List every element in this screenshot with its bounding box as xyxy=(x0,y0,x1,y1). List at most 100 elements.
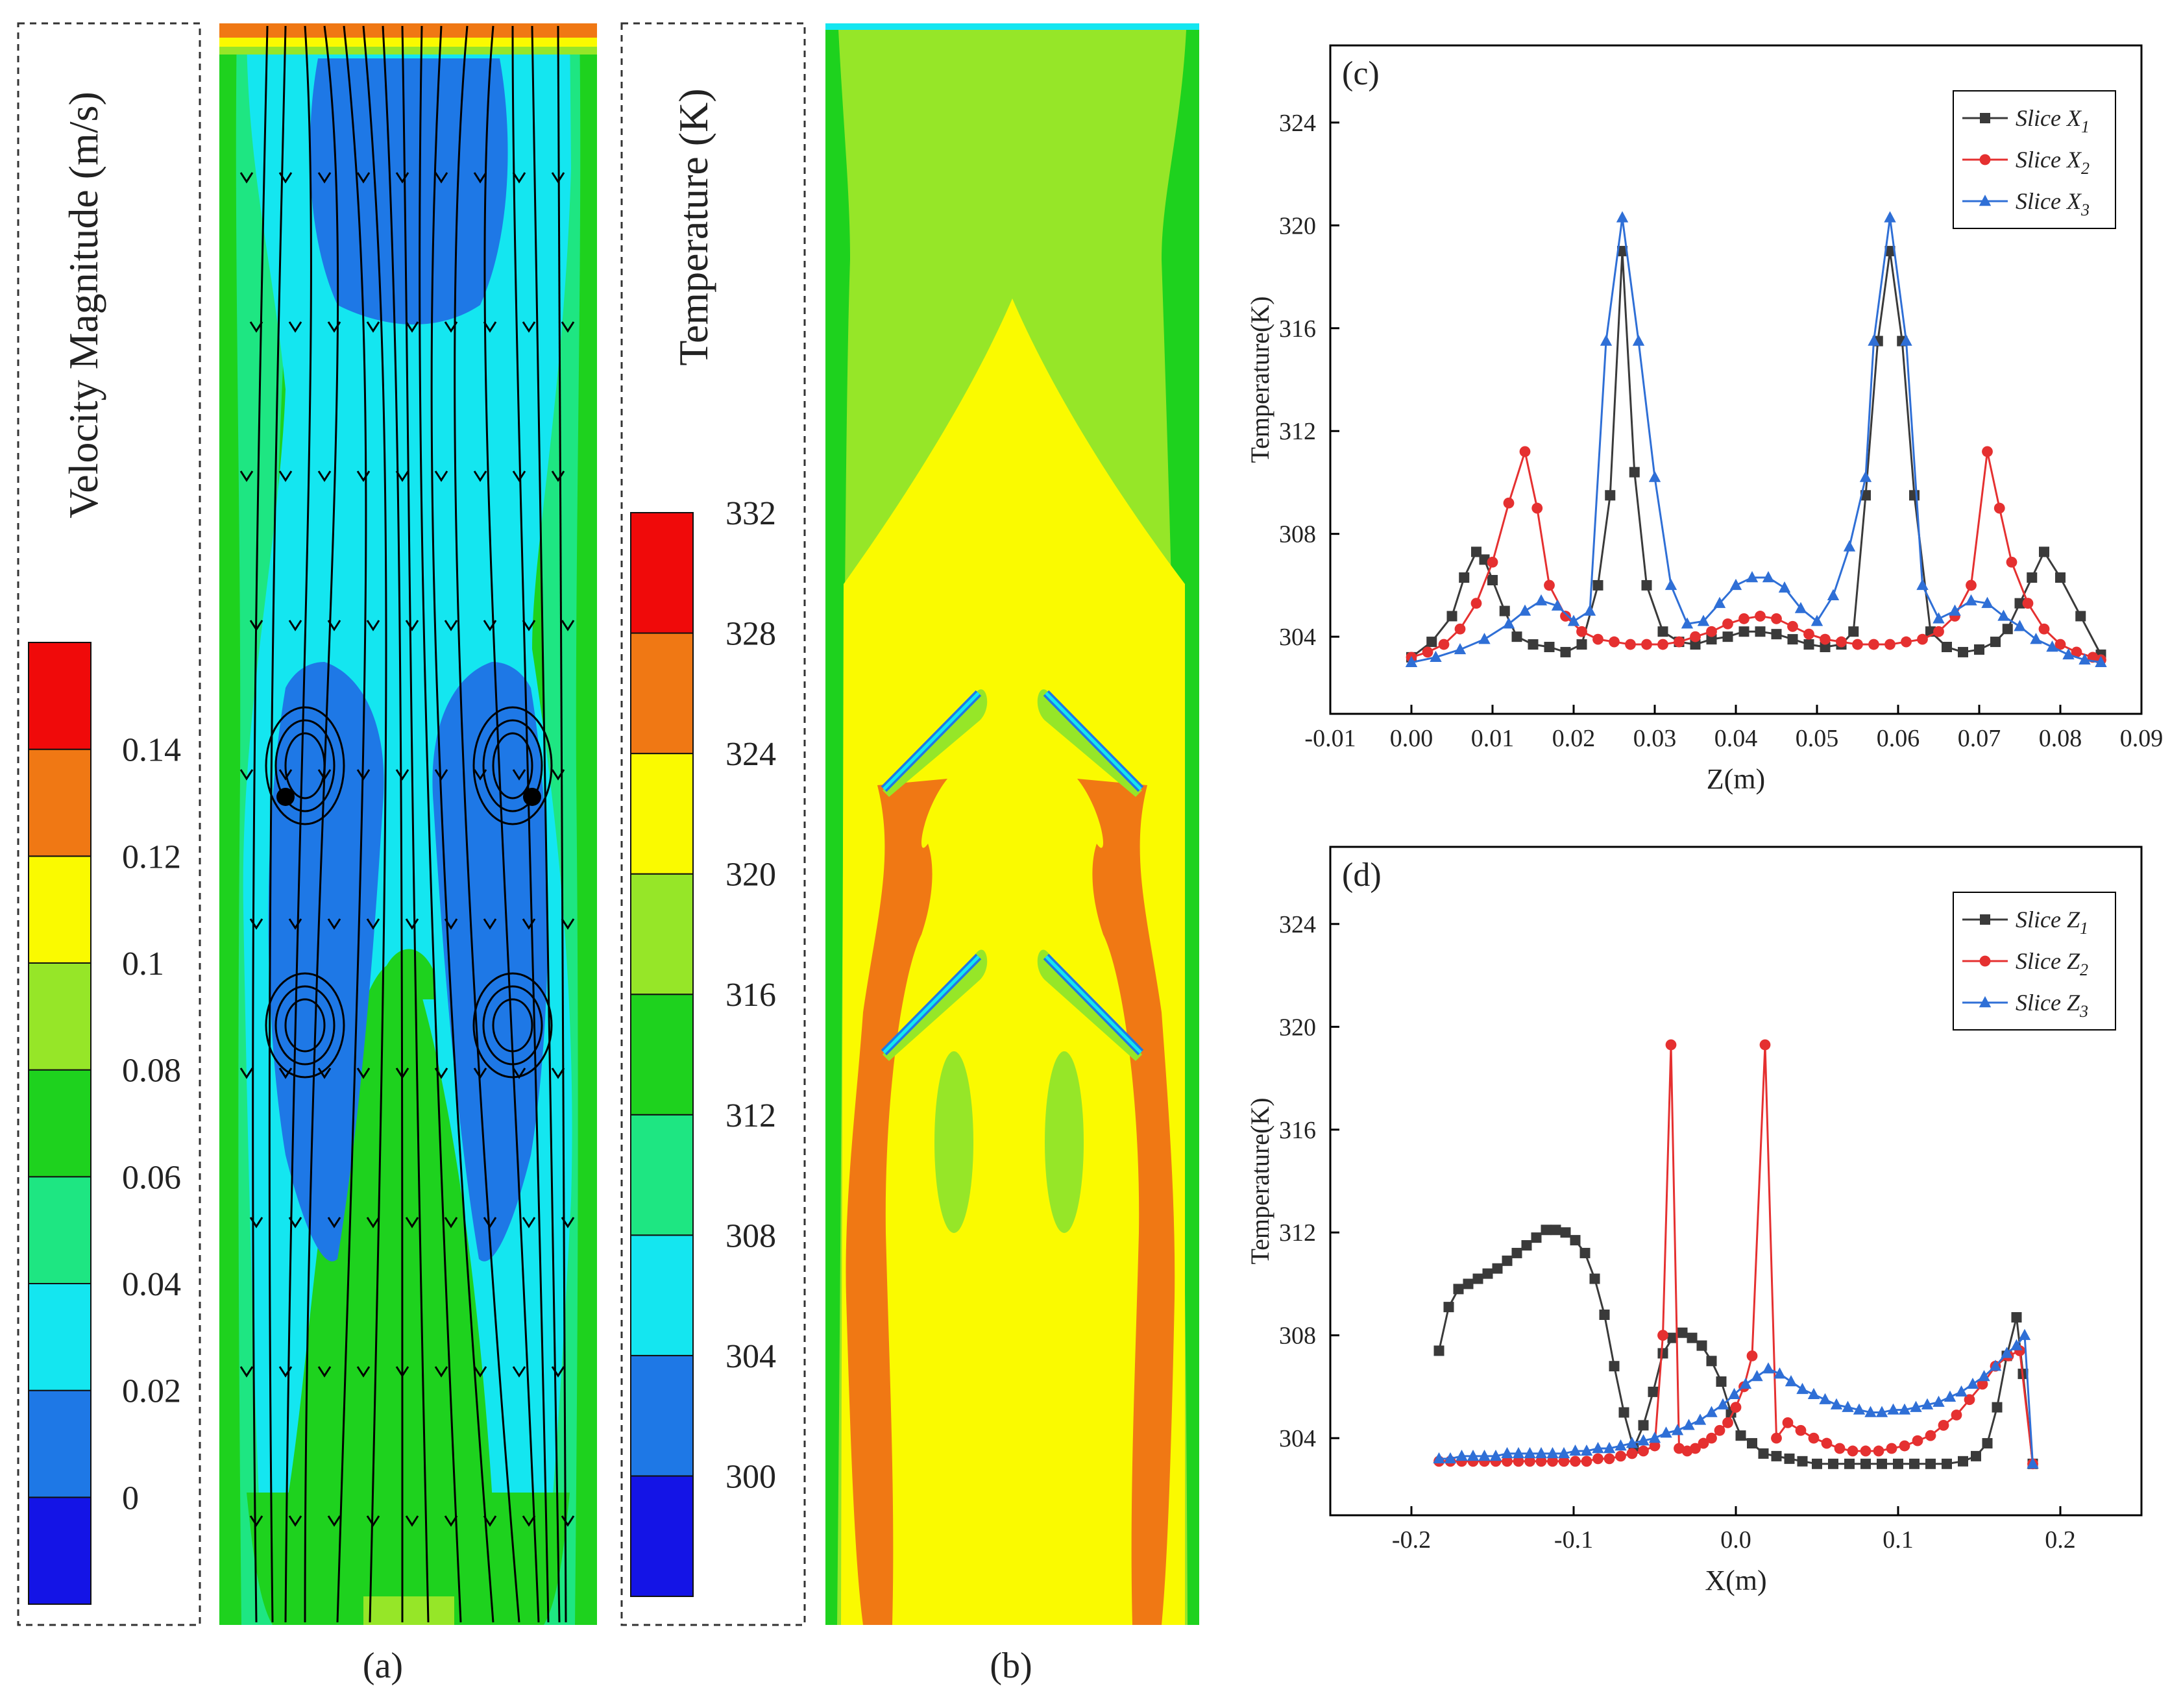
stream-arrow xyxy=(561,620,575,631)
data-point xyxy=(1755,611,1766,622)
data-point xyxy=(1932,1395,1945,1407)
stream-arrow xyxy=(405,1217,419,1228)
stream-arrow xyxy=(356,1068,371,1079)
data-point xyxy=(1898,1403,1911,1415)
colorbar-tick-label: 0.1 xyxy=(122,946,164,982)
colorbar-tick-label: 328 xyxy=(725,616,776,653)
y-tick-label: 316 xyxy=(1279,315,1316,343)
data-point xyxy=(1771,1450,1782,1461)
data-point xyxy=(1971,1450,1981,1461)
data-point xyxy=(2027,1457,2039,1469)
colorbar-swatch xyxy=(630,512,694,634)
data-point xyxy=(1771,613,1782,624)
stream-arrow xyxy=(327,1217,341,1228)
stream-arrow xyxy=(249,620,263,631)
data-point xyxy=(1454,623,1466,635)
vortex-loop xyxy=(274,985,335,1066)
data-point xyxy=(1751,1370,1763,1382)
data-point xyxy=(1921,1398,1934,1409)
data-point xyxy=(1842,1400,1854,1412)
data-point xyxy=(1706,634,1717,645)
data-point xyxy=(1932,612,1945,624)
data-point xyxy=(1697,615,1710,626)
colorbar-tick-label: 332 xyxy=(725,495,776,532)
x-tick-label: 0.2 xyxy=(2045,1526,2076,1554)
y-tick-label: 324 xyxy=(1279,911,1316,938)
data-point xyxy=(1513,1456,1524,1467)
data-point xyxy=(1794,602,1807,613)
data-point xyxy=(1925,1430,1936,1441)
data-point xyxy=(1641,580,1652,591)
data-point xyxy=(1426,637,1437,648)
stream-arrow xyxy=(512,1068,526,1079)
data-point xyxy=(1690,1443,1701,1454)
stream-arrow xyxy=(522,620,536,631)
data-point xyxy=(1873,1445,1884,1457)
data-point xyxy=(2010,1339,2023,1350)
stream-arrow xyxy=(473,470,487,482)
stream-arrow xyxy=(395,1366,409,1378)
data-point xyxy=(1812,1458,1822,1469)
stream-arrow xyxy=(366,918,380,930)
data-point xyxy=(1875,1406,1888,1417)
data-point xyxy=(1570,1235,1581,1246)
temperature-contour-field xyxy=(825,23,1199,1625)
data-point xyxy=(1524,1446,1536,1459)
colorbar-tick-label: 0.06 xyxy=(122,1159,181,1196)
colorbar-swatch xyxy=(630,873,694,995)
legend-label-subscript: 2 xyxy=(2080,960,2088,979)
colorbar-tick-label: 320 xyxy=(725,857,776,894)
streamline xyxy=(454,25,520,1623)
data-point xyxy=(1487,575,1498,585)
data-point xyxy=(1738,613,1749,624)
legend-label-name: Slice X xyxy=(2016,105,2082,131)
data-point xyxy=(1735,1430,1746,1441)
data-point xyxy=(1778,581,1791,593)
data-point xyxy=(1981,596,1993,608)
stream-arrow xyxy=(444,918,458,930)
stream-arrow xyxy=(405,1515,419,1527)
data-point xyxy=(1714,1424,1725,1436)
data-point xyxy=(1541,1225,1552,1236)
streamline xyxy=(284,25,312,1623)
data-point xyxy=(1690,631,1701,642)
data-point xyxy=(1603,1453,1615,1465)
stream-arrow xyxy=(434,172,448,184)
data-point xyxy=(1771,1432,1782,1444)
data-point xyxy=(2006,556,2018,568)
colorbar-tick-label: 308 xyxy=(725,1217,776,1254)
data-point xyxy=(1860,490,1871,501)
legend-label-subscript: 1 xyxy=(2080,919,2088,938)
data-point xyxy=(1683,1419,1695,1430)
stream-arrow xyxy=(356,769,371,781)
stream-arrow xyxy=(473,1366,487,1378)
temperature-vs-z-chart: -0.01 0.00 0.01 0.02 0.03 0.04 0.05 0.06 0.07 0.0… xyxy=(1245,44,2163,795)
data-point xyxy=(1784,1453,1795,1464)
data-point xyxy=(1580,1444,1593,1456)
data-point xyxy=(1893,1458,1903,1469)
data-point xyxy=(1722,1417,1733,1428)
data-point xyxy=(1762,1362,1775,1374)
data-point xyxy=(2062,648,2075,660)
data-point xyxy=(1755,626,1766,637)
colorbar-tick-label: 300 xyxy=(725,1458,776,1495)
data-point xyxy=(1886,1443,1897,1454)
data-point xyxy=(1637,1434,1650,1446)
data-point xyxy=(1868,639,1879,650)
vortex-core-left xyxy=(276,788,295,806)
stream-arrow xyxy=(444,321,458,333)
y-tick-label: 320 xyxy=(1279,1014,1316,1041)
colorbar-tick-label: 0 xyxy=(122,1480,139,1517)
data-point xyxy=(1576,626,1587,637)
data-point xyxy=(2095,655,2107,667)
data-point xyxy=(1836,636,1847,648)
data-point xyxy=(1618,1407,1629,1418)
data-point xyxy=(1912,1435,1923,1446)
stream-arrow xyxy=(288,321,302,333)
series-line xyxy=(1439,1332,2034,1464)
x-tick-label: 0.02 xyxy=(1552,725,1596,752)
data-point xyxy=(2038,623,2050,635)
legend-label: Slice Z3 xyxy=(2016,990,2088,1021)
x-tick-label: -0.2 xyxy=(1392,1526,1431,1554)
